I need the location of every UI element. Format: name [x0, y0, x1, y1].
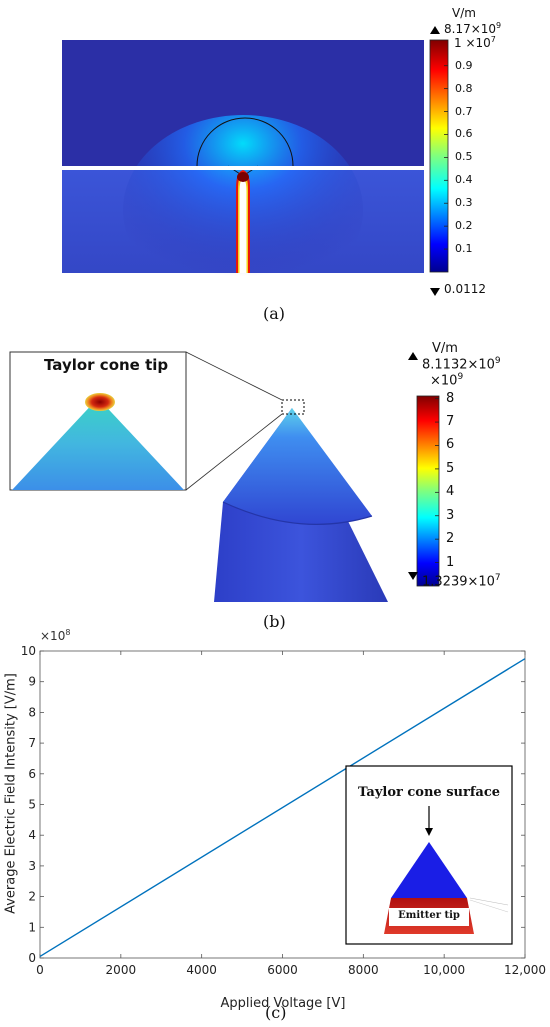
- panel-b-colorbar-unit: V/m: [432, 341, 458, 356]
- panel-b-label: (b): [263, 612, 286, 631]
- panel-b-field-map: [9, 351, 440, 602]
- panel-a-colorbar-tick-label: 0.3: [455, 196, 473, 210]
- y-tick-label: 10: [21, 644, 36, 658]
- x-tick-label: 8000: [348, 963, 379, 977]
- panel-a-colorbar: [429, 39, 449, 273]
- panel-a-colorbar-tick-label: 0.8: [455, 81, 473, 95]
- x-tick-label: 10,000: [423, 963, 465, 977]
- panel-a-colorbar-tick-label: 0.6: [455, 127, 473, 141]
- series-line: [39, 658, 526, 958]
- y-tick-label: 8: [28, 705, 36, 719]
- panel-b-colorbar-tick-label: 8: [446, 390, 455, 406]
- y-tick-label: 7: [28, 736, 36, 750]
- panel-b-colorbar-tick-label: 1: [446, 554, 455, 570]
- panel-b-colorbar-max: 8.1132×109: [422, 356, 501, 373]
- chart-y-multiplier: ×108: [40, 628, 71, 643]
- panel-b-colorbar-min: 1.3239×107: [422, 573, 501, 590]
- panel-a-colorbar-tick-label: 0.9: [455, 58, 473, 72]
- panel-b-colorbar-tick-label: 2: [446, 531, 455, 547]
- panel-b-colorbar-tick-label: 4: [446, 484, 455, 500]
- panel-c-inset-title: Taylor cone surface: [357, 785, 501, 800]
- panel-c-inset-tip-label: Emitter tip: [398, 910, 460, 921]
- panel-b-colorbar-scale: ×109: [430, 372, 464, 389]
- y-tick-label: 1: [28, 920, 36, 934]
- panel-b-colorbar: [416, 395, 440, 587]
- panel-a-colorbar-tick-label: 0.1: [455, 242, 473, 256]
- panel-b-colorbar-tick-label: 6: [446, 437, 455, 453]
- x-tick-label: 4000: [186, 963, 217, 977]
- y-tick-label: 4: [28, 828, 36, 842]
- x-tick-label: 6000: [267, 963, 298, 977]
- y-tick-label: 5: [28, 798, 36, 812]
- panel-a-colorbar-max: 8.17×109: [444, 21, 502, 36]
- x-tick-label: 12,000: [504, 963, 546, 977]
- panel-b-inset-title: Taylor cone tip: [44, 356, 169, 374]
- y-tick-label: 3: [28, 859, 36, 873]
- panel-a-label: (a): [263, 304, 286, 323]
- panel-c-label: (c): [265, 1003, 287, 1022]
- y-tick-label: 6: [28, 767, 36, 781]
- chart-y-axis-label: Average Electric Field Intensity [V/m]: [3, 673, 19, 914]
- chart-x-axis-label: Applied Voltage [V]: [220, 996, 346, 1011]
- panel-c-inset: [345, 765, 513, 945]
- y-tick-label: 2: [28, 890, 36, 904]
- panel-a-colorbar-tick-label: 0.2: [455, 219, 473, 233]
- y-tick-label: 0: [28, 951, 36, 965]
- panel-a-colorbar-tick-label: 0.7: [455, 104, 473, 118]
- panel-b-colorbar-tick-label: 5: [446, 460, 455, 476]
- y-tick-label: 9: [28, 675, 36, 689]
- x-tick-label: 2000: [106, 963, 137, 977]
- panel-c-line-chart: 0 2000 4000 6000 8000 10,000 12,000 0 1 2 3 4 5 6 7 8 9 1…: [21, 644, 546, 977]
- panel-a-field-map: [62, 26, 449, 300]
- panel-a-colorbar-unit: V/m: [452, 6, 476, 20]
- panel-a-colorbar-tick-label: 0.5: [455, 150, 473, 164]
- panel-a-colorbar-min: 0.0112: [444, 282, 486, 296]
- panel-b-colorbar-tick-label: 3: [446, 507, 455, 523]
- x-tick-label: 0: [36, 963, 44, 977]
- panel-a-colorbar-tick-label: 0.4: [455, 173, 473, 187]
- panel-b-colorbar-tick-label: 7: [446, 414, 455, 430]
- panel-a-colorbar-scale: 1 ×107: [454, 35, 496, 50]
